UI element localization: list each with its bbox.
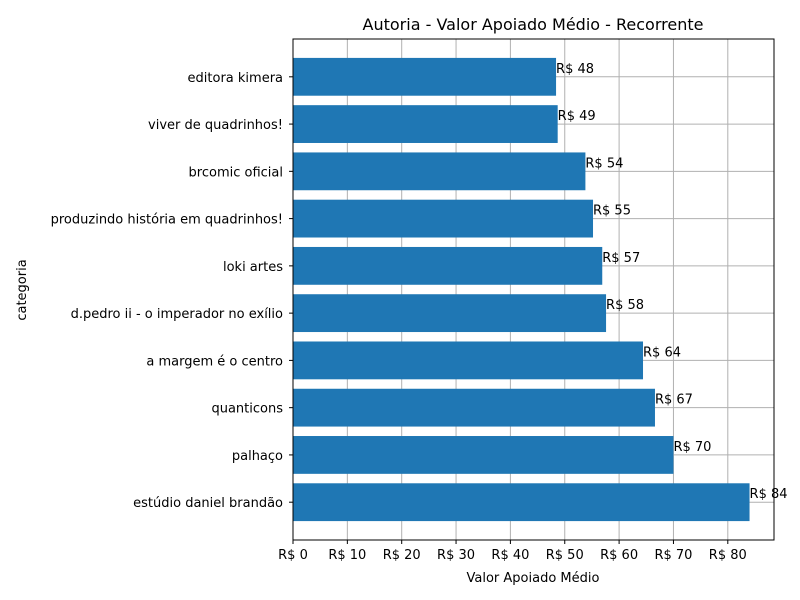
y-tick-label: viver de quadrinhos! — [148, 118, 283, 133]
data-label: R$ 49 — [558, 109, 596, 124]
y-tick-label: estúdio daniel brandão — [133, 496, 283, 511]
x-tick-label: R$ 0 — [278, 548, 308, 563]
bar — [293, 388, 655, 427]
y-tick-label: d.pedro ii - o imperador no exílio — [71, 307, 283, 322]
x-tick-label: R$ 50 — [546, 548, 584, 563]
data-label: R$ 67 — [655, 393, 693, 408]
bar — [293, 294, 607, 333]
data-label: R$ 57 — [602, 251, 640, 266]
bar — [293, 246, 603, 285]
data-label: R$ 54 — [585, 156, 623, 171]
x-axis-label: Valor Apoiado Médio — [467, 571, 600, 586]
data-label: R$ 48 — [556, 62, 594, 77]
x-tick-label: R$ 40 — [491, 548, 529, 563]
x-tick-label: R$ 20 — [383, 548, 421, 563]
y-tick-label: palhaço — [232, 449, 283, 464]
y-axis-label: categoria — [15, 259, 30, 320]
y-tick-label: loki artes — [223, 260, 283, 275]
bar — [293, 199, 594, 238]
bar — [293, 152, 586, 191]
y-tick-label: a margem é o centro — [146, 354, 283, 369]
y-tick-label: brcomic oficial — [189, 165, 283, 180]
bar — [293, 341, 644, 380]
bar — [293, 483, 750, 522]
bars — [293, 57, 750, 522]
y-tick-label: editora kimera — [188, 71, 283, 86]
x-axis-ticks: R$ 0 R$ 10 R$ 20 R$ 30 R$ 40 R$ 50 R$ 60 R$ 70 R… — [278, 540, 747, 563]
data-label: R$ 64 — [643, 345, 681, 360]
chart-title: Autoria - Valor Apoiado Médio - Recorren… — [363, 15, 704, 34]
x-tick-label: R$ 30 — [437, 548, 475, 563]
data-label: R$ 84 — [750, 487, 788, 502]
data-label: R$ 58 — [606, 298, 644, 313]
x-tick-label: R$ 10 — [328, 548, 366, 563]
plot-frame — [292, 38, 775, 541]
data-label: R$ 55 — [593, 204, 631, 219]
x-tick-label: R$ 60 — [600, 548, 638, 563]
bar — [293, 436, 674, 474]
data-label: R$ 70 — [673, 440, 711, 455]
x-tick-label: R$ 70 — [654, 548, 692, 563]
bar — [293, 105, 558, 143]
x-tick-label: R$ 80 — [709, 548, 747, 563]
y-tick-label: produzindo história em quadrinhos! — [51, 213, 283, 228]
y-axis-ticks: estúdio daniel brandão palhaço quanticons a… — [51, 71, 293, 511]
bar — [293, 57, 557, 96]
data-labels: R$ 84 R$ 70 R$ 67 R$ 64 R$ 58 R$ 57 R$ 55 R$ 54… — [556, 62, 787, 502]
y-tick-label: quanticons — [211, 402, 283, 417]
